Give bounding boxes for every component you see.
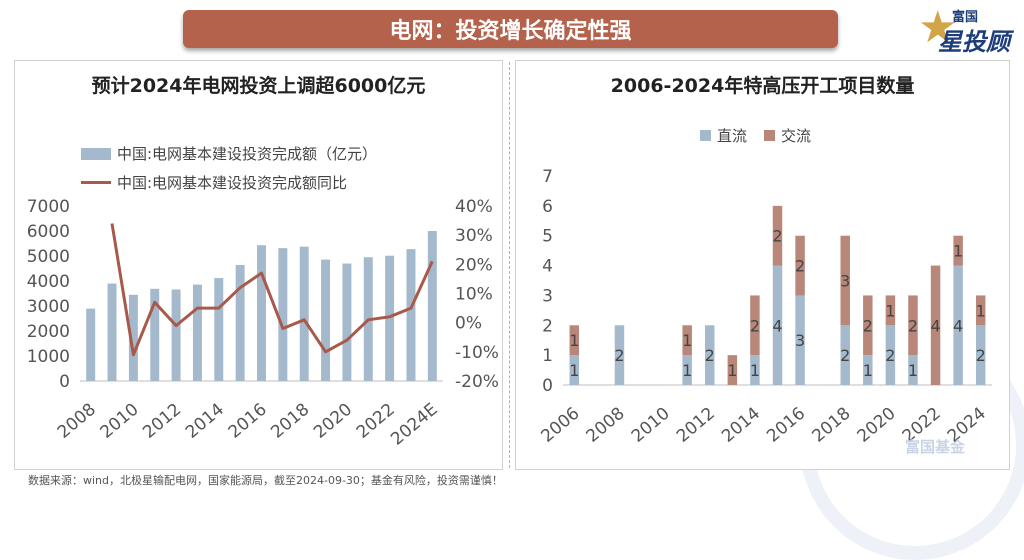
legend-bar-swatch <box>81 147 111 160</box>
legend-ac-swatch <box>764 130 775 141</box>
legend-bar-entry: 中国:电网基本建设投资完成额（亿元） <box>81 143 377 164</box>
investment-chart-panel: 预计2024年电网投资上调超6000亿元 中国:电网基本建设投资完成额（亿元） … <box>14 60 503 470</box>
legend-ac-entry: 交流 <box>764 125 811 146</box>
legend-dc-entry: 直流 <box>700 125 747 146</box>
legend-line-swatch <box>81 181 111 184</box>
panel-divider <box>509 62 510 468</box>
footnote: 数据来源：wind，北极星输配电网，国家能源局，截至2024-09-30；基金有… <box>28 474 503 487</box>
legend-bar-label: 中国:电网基本建设投资完成额（亿元） <box>117 145 378 163</box>
brand-logo: ★ 富国 星投顾 <box>918 2 1018 57</box>
star-icon: ★ <box>918 2 958 53</box>
legend-dc-label: 直流 <box>717 127 748 145</box>
legend-line-entry: 中国:电网基本建设投资完成额同比 <box>81 172 347 193</box>
legend-line-label: 中国:电网基本建设投资完成额同比 <box>117 174 348 192</box>
investment-chart-title: 预计2024年电网投资上调超6000亿元 <box>91 75 426 97</box>
uhv-chart-panel: 2006-2024年特高压开工项目数量 直流 交流 <box>515 60 1010 470</box>
page-title: 电网：投资增长确定性强 <box>389 19 632 44</box>
legend-ac-label: 交流 <box>781 127 812 145</box>
logo-bottom-text: 星投顾 <box>938 28 1010 56</box>
page-title-banner: 电网：投资增长确定性强 <box>183 10 838 48</box>
watermark-text: 富国基金 <box>905 438 966 456</box>
logo-top-text: 富国 <box>952 10 979 25</box>
legend-dc-swatch <box>700 130 711 141</box>
uhv-chart-title: 2006-2024年特高压开工项目数量 <box>610 75 915 97</box>
